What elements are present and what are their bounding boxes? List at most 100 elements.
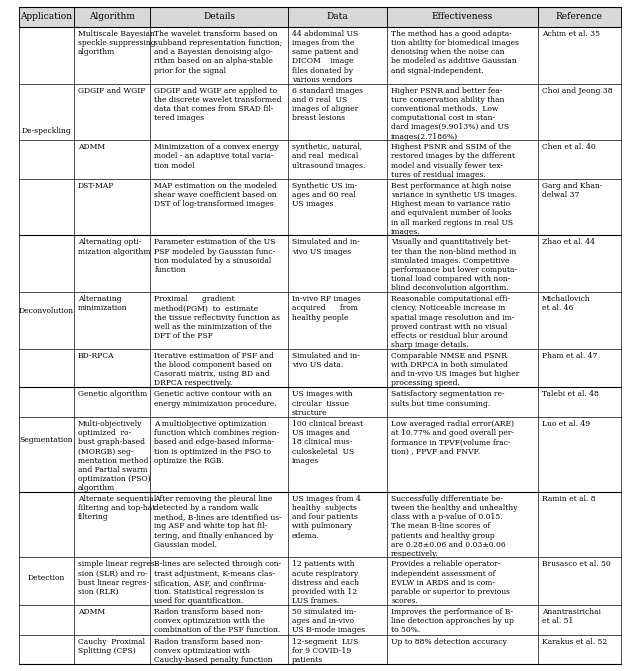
Text: DST-MAP: DST-MAP [77,182,114,190]
Bar [19,236,74,387]
Bar [288,387,387,417]
Bar [538,558,621,605]
Bar [150,292,288,349]
Text: GDGIF and WGIF: GDGIF and WGIF [77,87,145,95]
Bar [74,236,150,292]
Text: Higher PSNR and better fea-
ture conservation ability than
conventional methods.: Higher PSNR and better fea- ture conserv… [391,87,509,140]
Bar [387,417,538,492]
Bar [288,292,387,349]
Bar [387,83,538,140]
Text: Iterative estimation of PSF and
the blood component based on
Casorati matrix, us: Iterative estimation of PSF and the bloo… [154,352,275,387]
Bar [74,558,150,605]
Bar [150,492,288,558]
Text: Segmentation: Segmentation [20,435,73,444]
Bar [538,492,621,558]
Text: MAP estimation on the modeled
shear wave coefficient based on
DST of log-transfo: MAP estimation on the modeled shear wave… [154,182,277,208]
Bar [387,558,538,605]
Text: Ramin et al. 8: Ramin et al. 8 [541,495,595,503]
Text: Choi and Jeong 38: Choi and Jeong 38 [541,87,612,95]
Bar [150,387,288,417]
Bar [387,140,538,178]
Bar [150,349,288,387]
Text: Radon transform based non-
convex optimization with
Cauchy-based penalty functio: Radon transform based non- convex optimi… [154,637,273,664]
Text: Alternating
minimization: Alternating minimization [77,295,127,312]
Bar [387,236,538,292]
Text: ADMM: ADMM [77,143,105,151]
Text: Alternate sequential
filtering and top-hat
filtering: Alternate sequential filtering and top-h… [77,495,156,521]
Bar [538,349,621,387]
Text: Synthetic US im-
ages and 60 real
US images: Synthetic US im- ages and 60 real US ima… [292,182,357,208]
Bar [387,492,538,558]
Text: BD-RPCA: BD-RPCA [77,352,114,360]
Text: Application: Application [20,12,72,21]
Text: Minimization of a convex energy
model - an adaptive total varia-
tion model: Minimization of a convex energy model - … [154,143,279,170]
Bar [74,292,150,349]
Text: Reference: Reference [556,12,603,21]
Bar [74,417,150,492]
Bar [74,349,150,387]
Text: After removing the pleural line
detected by a random walk
method, B-lines are id: After removing the pleural line detected… [154,495,282,549]
Bar [288,83,387,140]
Bar [150,83,288,140]
Bar [150,417,288,492]
Text: Cauchy  Proximal
Splitting (CPS): Cauchy Proximal Splitting (CPS) [77,637,145,655]
Bar [74,27,150,83]
Text: Satisfactory segmentation re-
sults but time consuming.: Satisfactory segmentation re- sults but … [391,391,505,408]
Text: Deconvolution: Deconvolution [19,307,74,315]
Text: Brusasco et al. 50: Brusasco et al. 50 [541,560,611,568]
Text: 100 clinical breast
US images and
18 clinical mus-
culoskeletal  US
images: 100 clinical breast US images and 18 cli… [292,420,363,465]
Text: Simulated and in-
vivo US data.: Simulated and in- vivo US data. [292,352,360,369]
Text: Data: Data [327,12,348,21]
Bar [74,605,150,635]
Text: Talebi et al. 48: Talebi et al. 48 [541,391,598,399]
Text: GDGIF and WGIF are applied to
the discrete wavelet transformed
data that comes f: GDGIF and WGIF are applied to the discre… [154,87,282,122]
Bar [538,387,621,417]
Bar [288,236,387,292]
Text: Visually and quantitatively bet-
ter than the non-blind method in
simulated imag: Visually and quantitatively bet- ter tha… [391,238,517,293]
Text: 12 patients with
acute respiratory
distress and each
provided with 12
LUS frames: 12 patients with acute respiratory distr… [292,560,359,605]
Bar [150,605,288,635]
Text: 44 abdominal US
images from the
same patient and
DICOM    image
files donated by: 44 abdominal US images from the same pat… [292,30,358,84]
Bar [74,83,150,140]
Text: Low averaged radial error(ARE)
at 10.77% and good overall per-
formance in TPVF(: Low averaged radial error(ARE) at 10.77%… [391,420,514,456]
Text: Highest PSNR and SSIM of the
restored images by the different
model and visually: Highest PSNR and SSIM of the restored im… [391,143,515,178]
Bar [74,635,150,664]
Text: Parameter estimation of the US
PSF modeled by Gaussian func-
tion modulated by a: Parameter estimation of the US PSF model… [154,238,276,274]
Text: In-vivo RF images
acquired      from
healthy people: In-vivo RF images acquired from healthy … [292,295,361,321]
Bar [538,83,621,140]
Bar [150,236,288,292]
Bar [538,178,621,236]
Text: Successfully differentiate be-
tween the healthy and unhealthy
class with a p-va: Successfully differentiate be- tween the… [391,495,518,558]
Bar [150,558,288,605]
Text: Michailovich
et al. 46: Michailovich et al. 46 [541,295,590,312]
Bar [387,635,538,664]
Text: Up to 88% detection accuracy: Up to 88% detection accuracy [391,637,507,646]
Bar [74,492,150,558]
Text: Simulated and in-
vivo US images: Simulated and in- vivo US images [292,238,360,256]
Text: Algorithm: Algorithm [89,12,135,21]
Bar [150,140,288,178]
Text: Anantrasirichai
et al. 51: Anantrasirichai et al. 51 [541,608,600,625]
Text: synthetic, natural,
and real  medical
ultrasound images.: synthetic, natural, and real medical ult… [292,143,365,170]
Text: Reasonable computational effi-
ciency. Noticeable increase in
spatial image reso: Reasonable computational effi- ciency. N… [391,295,515,349]
Text: Details: Details [204,12,236,21]
Text: De-speckling: De-speckling [22,127,71,135]
Bar [19,492,74,664]
Bar [288,605,387,635]
Bar [288,349,387,387]
Bar [288,635,387,664]
Text: Radon transform based non-
convex optimization with the
combination of the PSF f: Radon transform based non- convex optimi… [154,608,281,635]
Bar [387,349,538,387]
Bar [19,387,74,492]
Text: Multi-objectively
optimized  ro-
bust graph-based
(MORGB) seg-
mentation method
: Multi-objectively optimized ro- bust gra… [77,420,150,493]
Text: Proximal      gradient
method(PGM)  to  estimate
the tissue reflectivity functio: Proximal gradient method(PGM) to estimat… [154,295,280,340]
Text: US images from 4
healthy  subjects
and four patients
with pulmonary
edema.: US images from 4 healthy subjects and fo… [292,495,361,539]
Text: Alternating opti-
mization algorithm: Alternating opti- mization algorithm [77,238,150,256]
Bar [19,27,74,236]
Text: Multiscale Bayesian
speckle suppressing
algorithm: Multiscale Bayesian speckle suppressing … [77,30,156,56]
Bar [288,417,387,492]
Bar [538,140,621,178]
Bar [538,236,621,292]
Text: A multiobjective optimization
function which combines region-
based and edge-bas: A multiobjective optimization function w… [154,420,280,465]
Text: 12-segment  LUS
for 9 COVID-19
patients: 12-segment LUS for 9 COVID-19 patients [292,637,358,664]
